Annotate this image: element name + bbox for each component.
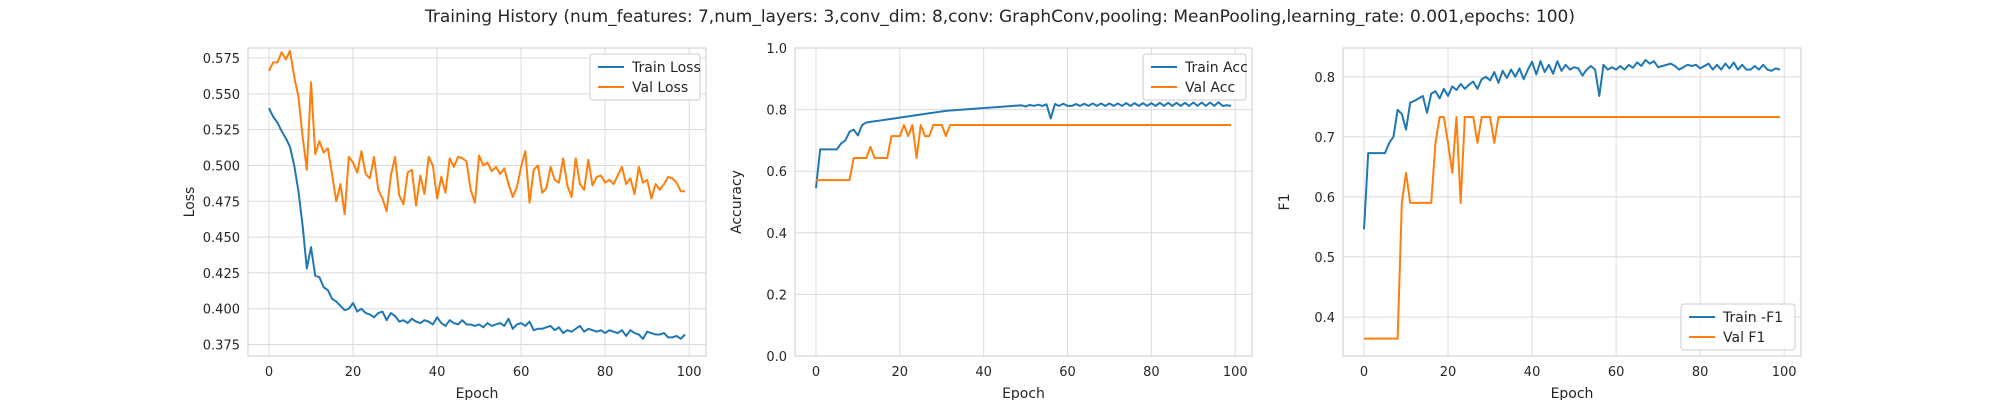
loss-xtick-label: 40: [429, 365, 446, 380]
accuracy-series-line-1: [814, 101, 1232, 189]
f1-xtick-label: 60: [1608, 365, 1625, 380]
loss-xtick-label: 0: [265, 365, 273, 380]
accuracy-xtick-label: 60: [1059, 365, 1076, 380]
accuracy-legend: Train Acc Val Acc: [1142, 53, 1248, 101]
accuracy-xtick-label: 20: [892, 365, 909, 380]
f1-panel: 0 20 40 60 80 100 0.4 0.5 0.6 0.7 0.8 Epoch F1 Train …: [1277, 47, 1802, 400]
loss-ytick-label: 0.525: [203, 124, 240, 139]
loss-ytick-label: 0.400: [203, 303, 240, 318]
loss-xtick-label: 100: [677, 365, 702, 380]
f1-yaxis-label: F1: [1277, 194, 1293, 211]
loss-legend-box: [589, 53, 701, 101]
loss-series-line-2: [268, 49, 685, 216]
f1-ytick-label: 0.7: [1314, 131, 1335, 146]
f1-ytick-label: 0.6: [1314, 191, 1335, 206]
loss-ytick-label: 0.375: [203, 339, 240, 354]
f1-xtick-label: 40: [1524, 365, 1541, 380]
accuracy-ytick-label: 1.0: [766, 42, 787, 57]
f1-xtick-label: 80: [1692, 365, 1709, 380]
f1-ytick-label: 0.5: [1314, 251, 1335, 266]
f1-xtick-label: 20: [1440, 365, 1457, 380]
f1-plot-frame: [1342, 47, 1802, 357]
f1-legend-box: [1680, 303, 1796, 351]
accuracy-xtick-label: 0: [812, 365, 820, 380]
accuracy-xtick-label: 80: [1143, 365, 1160, 380]
accuracy-ytick-label: 0.4: [766, 227, 787, 242]
accuracy-legend-label: Val Acc: [1185, 80, 1235, 96]
figure-title: Training History (num_features: 7,num_la…: [424, 7, 1575, 27]
loss-yaxis-label: Loss: [182, 187, 198, 218]
accuracy-plot-frame: [794, 47, 1253, 357]
loss-legend-label: Val Loss: [632, 80, 688, 96]
loss-xtick-label: 80: [597, 365, 614, 380]
loss-panel: 0 20 40 60 80 100 0.375 0.400 0.425 0.450 0.475 0.5…: [182, 47, 707, 400]
loss-ytick-label: 0.500: [203, 159, 240, 174]
f1-xtick-label: 0: [1360, 365, 1368, 380]
loss-ytick-label: 0.550: [203, 88, 240, 103]
f1-ytick-label: 0.8: [1314, 71, 1335, 86]
accuracy-yaxis-label: Accuracy: [729, 170, 745, 234]
loss-xaxis-label: Epoch: [456, 386, 499, 400]
f1-legend-label: Train -F1: [1722, 310, 1783, 326]
f1-xtick-label: 100: [1772, 365, 1797, 380]
loss-legend: Train Loss Val Loss: [589, 53, 701, 101]
f1-xaxis-label: Epoch: [1551, 386, 1594, 400]
accuracy-ytick-label: 0.2: [766, 288, 787, 303]
accuracy-series-line-2: [815, 124, 1232, 182]
accuracy-xaxis-label: Epoch: [1002, 386, 1045, 400]
loss-ytick-label: 0.475: [203, 195, 240, 210]
f1-legend: Train -F1 Val F1: [1680, 303, 1796, 351]
f1-legend-label: Val F1: [1723, 330, 1765, 346]
accuracy-ytick-label: 0.6: [766, 165, 787, 180]
accuracy-ytick-label: 0.8: [766, 104, 787, 119]
loss-ytick-label: 0.575: [203, 52, 240, 67]
accuracy-xtick-label: 40: [975, 365, 992, 380]
f1-ytick-label: 0.4: [1314, 311, 1335, 326]
loss-xtick-label: 60: [513, 365, 530, 380]
loss-ytick-label: 0.450: [203, 231, 240, 246]
f1-series-line-1: [1363, 59, 1781, 230]
accuracy-xtick-label: 100: [1223, 365, 1248, 380]
loss-plot-frame: [247, 47, 707, 357]
loss-ytick-label: 0.425: [203, 267, 240, 282]
accuracy-legend-box: [1142, 53, 1247, 101]
accuracy-panel: 0 20 40 60 80 100 0.0 0.2 0.4 0.6 0.8 1.0 Epoch Accur…: [729, 42, 1253, 400]
accuracy-ytick-label: 0.0: [766, 350, 787, 365]
f1-series-line-2: [1364, 116, 1780, 340]
loss-xtick-label: 20: [345, 365, 362, 380]
loss-series-line-1: [268, 107, 686, 340]
loss-legend-label: Train Loss: [631, 60, 701, 76]
accuracy-legend-label: Train Acc: [1184, 60, 1248, 76]
